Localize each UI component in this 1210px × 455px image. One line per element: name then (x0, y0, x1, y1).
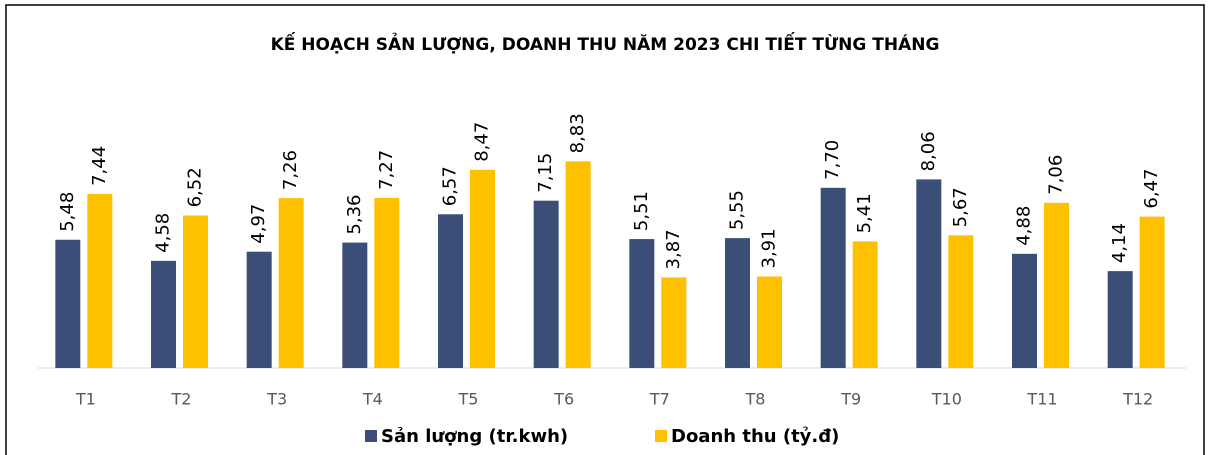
data-label: 7,70 (822, 140, 843, 180)
x-tick-label: T12 (1122, 390, 1153, 409)
bar (1107, 271, 1133, 368)
x-tick-label: T4 (362, 390, 383, 409)
data-label: 6,47 (1141, 169, 1162, 209)
chart-title: KẾ HOẠCH SẢN LƯỢNG, DOANH THU NĂM 2023 C… (271, 31, 940, 55)
bar (342, 242, 368, 368)
data-label: 3,91 (759, 228, 780, 268)
data-label: 7,15 (535, 153, 556, 193)
x-tick-label: T6 (553, 390, 574, 409)
data-label: 3,87 (663, 229, 684, 269)
data-label: 4,58 (153, 213, 174, 253)
bar (948, 235, 974, 368)
x-tick-label: T10 (931, 390, 962, 409)
data-label: 5,48 (57, 192, 78, 232)
bar (470, 169, 495, 368)
x-tick-label: T1 (75, 390, 96, 409)
bar (661, 277, 687, 368)
x-tick-label: T3 (266, 390, 287, 409)
bar (151, 260, 176, 368)
bar (820, 187, 846, 368)
x-tick-label: T11 (1026, 390, 1057, 409)
data-label: 5,67 (950, 187, 971, 227)
bar (1139, 216, 1165, 368)
bar (629, 239, 655, 368)
bar (565, 161, 591, 368)
data-label: 5,41 (854, 193, 875, 233)
x-tick-label: T2 (171, 390, 192, 409)
data-label: 4,88 (1014, 206, 1035, 246)
bar (87, 193, 113, 368)
bar (725, 238, 750, 368)
data-label: 6,57 (440, 166, 461, 206)
bar (916, 179, 942, 368)
data-label: 8,47 (472, 122, 493, 162)
data-label: 4,97 (248, 204, 269, 244)
bar (246, 251, 272, 368)
legend-label: Doanh thu (tỷ.đ) (671, 426, 839, 447)
data-label: 7,26 (280, 150, 301, 190)
bar (438, 214, 463, 368)
data-label: 7,27 (376, 150, 397, 190)
bar (757, 276, 782, 368)
bar (1012, 253, 1037, 368)
x-tick-label: T9 (840, 390, 861, 409)
x-tick-label: T7 (649, 390, 670, 409)
x-tick-label: T8 (745, 390, 766, 409)
data-label: 8,83 (567, 113, 588, 153)
x-tick-label: T5 (458, 390, 479, 409)
bar (183, 215, 208, 368)
data-label: 6,52 (185, 167, 206, 207)
data-label: 5,36 (344, 194, 365, 234)
bar (278, 198, 304, 368)
data-label: 7,06 (1046, 155, 1067, 195)
data-label: 7,44 (89, 146, 110, 186)
bar (374, 197, 400, 368)
data-label: 8,06 (918, 131, 939, 171)
data-label: 5,51 (631, 191, 652, 231)
bar (533, 200, 559, 368)
legend-label: Sản lượng (tr.kwh) (381, 426, 568, 447)
data-label: 5,55 (727, 190, 748, 230)
bar (1044, 202, 1069, 368)
legend-swatch (365, 430, 377, 442)
bar (852, 241, 878, 368)
data-label: 4,14 (1109, 223, 1130, 263)
bar (55, 239, 81, 368)
legend-swatch (655, 430, 667, 442)
